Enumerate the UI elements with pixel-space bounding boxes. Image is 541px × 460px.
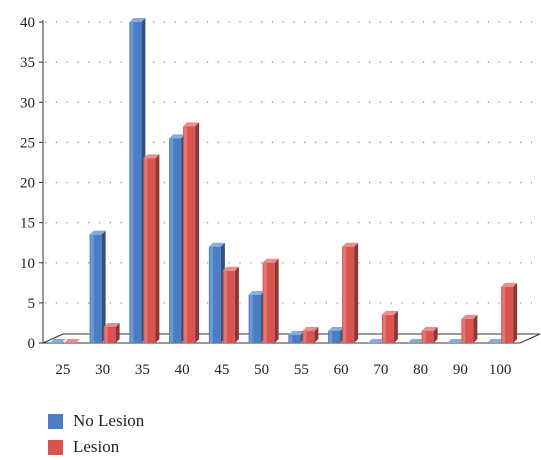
bar-lesion-70 <box>381 310 398 343</box>
bar-lesion-90 <box>461 314 478 343</box>
x-tick-label: 100 <box>489 362 512 378</box>
bar-no-lesion-50 <box>248 290 265 343</box>
y-tick-label: 25 <box>20 135 35 151</box>
bar-lesion-25 <box>63 339 80 343</box>
bar-lesion-30 <box>103 322 120 343</box>
bar-no-lesion-80 <box>407 339 424 343</box>
bar-no-lesion-60 <box>328 326 345 343</box>
bar-no-lesion-35 <box>129 18 146 343</box>
y-tick-label: 15 <box>20 216 35 232</box>
legend-swatch-no-lesion <box>48 413 63 429</box>
bar-lesion-40 <box>183 122 200 343</box>
x-tick-label: 40 <box>175 362 190 378</box>
bar-lesion-100 <box>501 282 518 343</box>
legend-label-no-lesion: No Lesion <box>73 411 145 430</box>
y-tick-label: 20 <box>20 176 35 192</box>
bar-lesion-45 <box>222 266 239 343</box>
bar-no-lesion-90 <box>447 339 464 343</box>
bar-no-lesion-100 <box>487 339 504 343</box>
x-tick-label: 90 <box>453 362 468 378</box>
bar-no-lesion-30 <box>89 230 106 343</box>
x-tick-label: 80 <box>413 362 428 378</box>
legend-item-no-lesion: No Lesion <box>48 408 144 434</box>
y-tick-label: 35 <box>20 55 35 71</box>
x-tick-label: 45 <box>214 362 229 378</box>
bar-lesion-60 <box>342 242 359 343</box>
x-tick-label: 55 <box>294 362 309 378</box>
legend-swatch-lesion <box>48 439 63 455</box>
bar-no-lesion-55 <box>288 330 305 343</box>
x-tick-label: 70 <box>373 362 388 378</box>
x-tick-label: 25 <box>55 362 70 378</box>
x-tick-label: 50 <box>254 362 269 378</box>
bar-lesion-80 <box>421 326 438 343</box>
legend-label-lesion: Lesion <box>73 437 120 456</box>
bar-lesion-55 <box>302 326 319 343</box>
x-tick-label: 35 <box>135 362 150 378</box>
y-tick-label: 40 <box>20 15 35 31</box>
x-axis: 25 30 35 40 45 50 55 60 70 80 90 100 <box>55 362 511 378</box>
bar-chart: 0 5 10 15 20 25 30 35 40 25 30 35 40 45 50 55 60 70 80 90 1… <box>20 15 541 378</box>
gridlines <box>45 21 532 304</box>
bar-lesion-35 <box>143 154 160 343</box>
y-axis: 0 5 10 15 20 25 30 35 40 <box>20 15 44 352</box>
y-tick-label: 0 <box>28 336 36 352</box>
bar-no-lesion-45 <box>208 242 225 343</box>
y-tick-label: 30 <box>20 95 35 111</box>
legend: No Lesion Lesion <box>48 408 144 460</box>
bars <box>49 18 518 343</box>
y-tick-label: 5 <box>28 296 36 312</box>
bar-no-lesion-25 <box>49 339 66 343</box>
bar-no-lesion-70 <box>367 339 384 343</box>
bar-no-lesion-40 <box>169 134 186 343</box>
y-tick-label: 10 <box>20 256 35 272</box>
bar-lesion-50 <box>262 258 279 343</box>
x-tick-label: 30 <box>95 362 110 378</box>
x-tick-label: 60 <box>334 362 349 378</box>
legend-item-lesion: Lesion <box>48 434 144 460</box>
